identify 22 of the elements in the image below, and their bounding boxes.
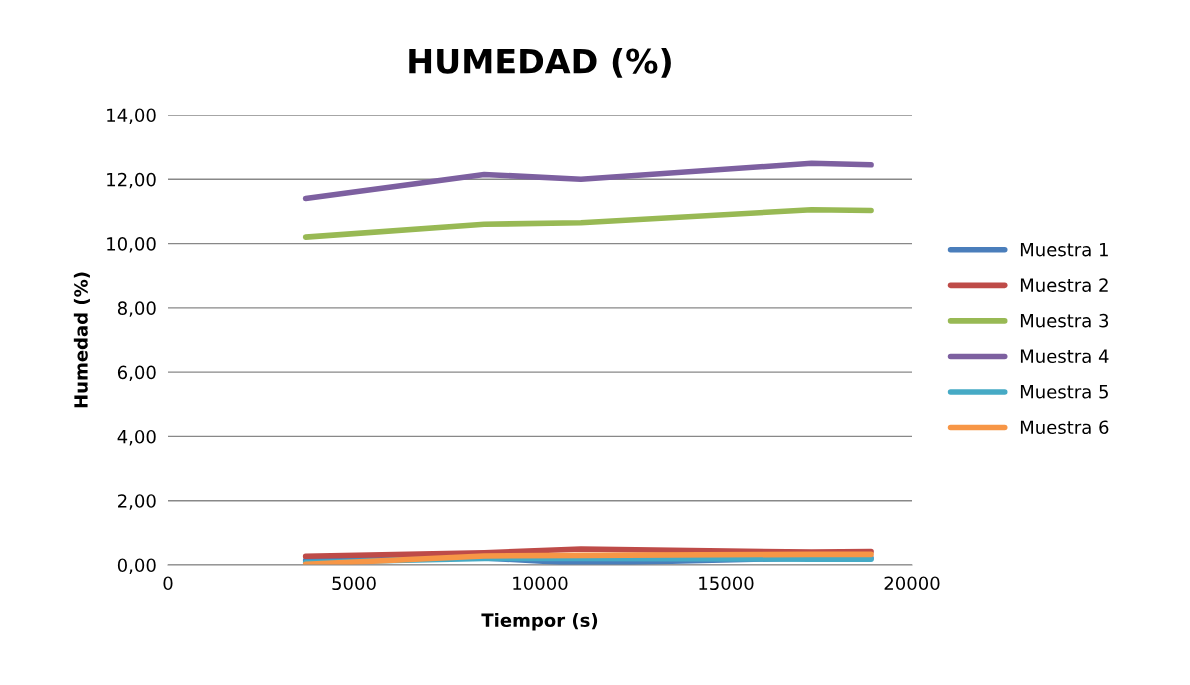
chart-title: HUMEDAD (%)	[409, 48, 671, 78]
y-tick-label: 14,00	[107, 108, 156, 124]
y-axis-title: Humedad (%)	[73, 272, 90, 408]
x-tick-label: 15000	[699, 576, 754, 591]
x-tick-label: 5000	[332, 576, 376, 591]
y-tick-label: 6,00	[117, 365, 156, 382]
x-tick-label: 20000	[884, 576, 940, 591]
y-tick-label: 0,00	[117, 558, 156, 574]
y-tick-label: 8,00	[117, 301, 156, 317]
legend-label: Muestra 2	[1020, 278, 1108, 292]
x-tick-label: 0	[163, 576, 173, 591]
legend-label: Muestra 4	[1020, 349, 1109, 363]
legend-label: Muestra 1	[1020, 242, 1108, 257]
y-tick-label: 12,00	[107, 172, 156, 189]
x-axis-title: Tiempor (s)	[481, 613, 598, 631]
legend-label: Muestra 5	[1020, 385, 1108, 399]
y-tick-label: 2,00	[118, 494, 156, 510]
x-tick-label: 10000	[513, 576, 568, 591]
legend-label: Muestra 3	[1020, 313, 1109, 328]
y-tick-label: 4,00	[117, 429, 156, 446]
legend-label: Muestra 6	[1020, 420, 1109, 435]
y-tick-label: 10,00	[107, 237, 156, 253]
